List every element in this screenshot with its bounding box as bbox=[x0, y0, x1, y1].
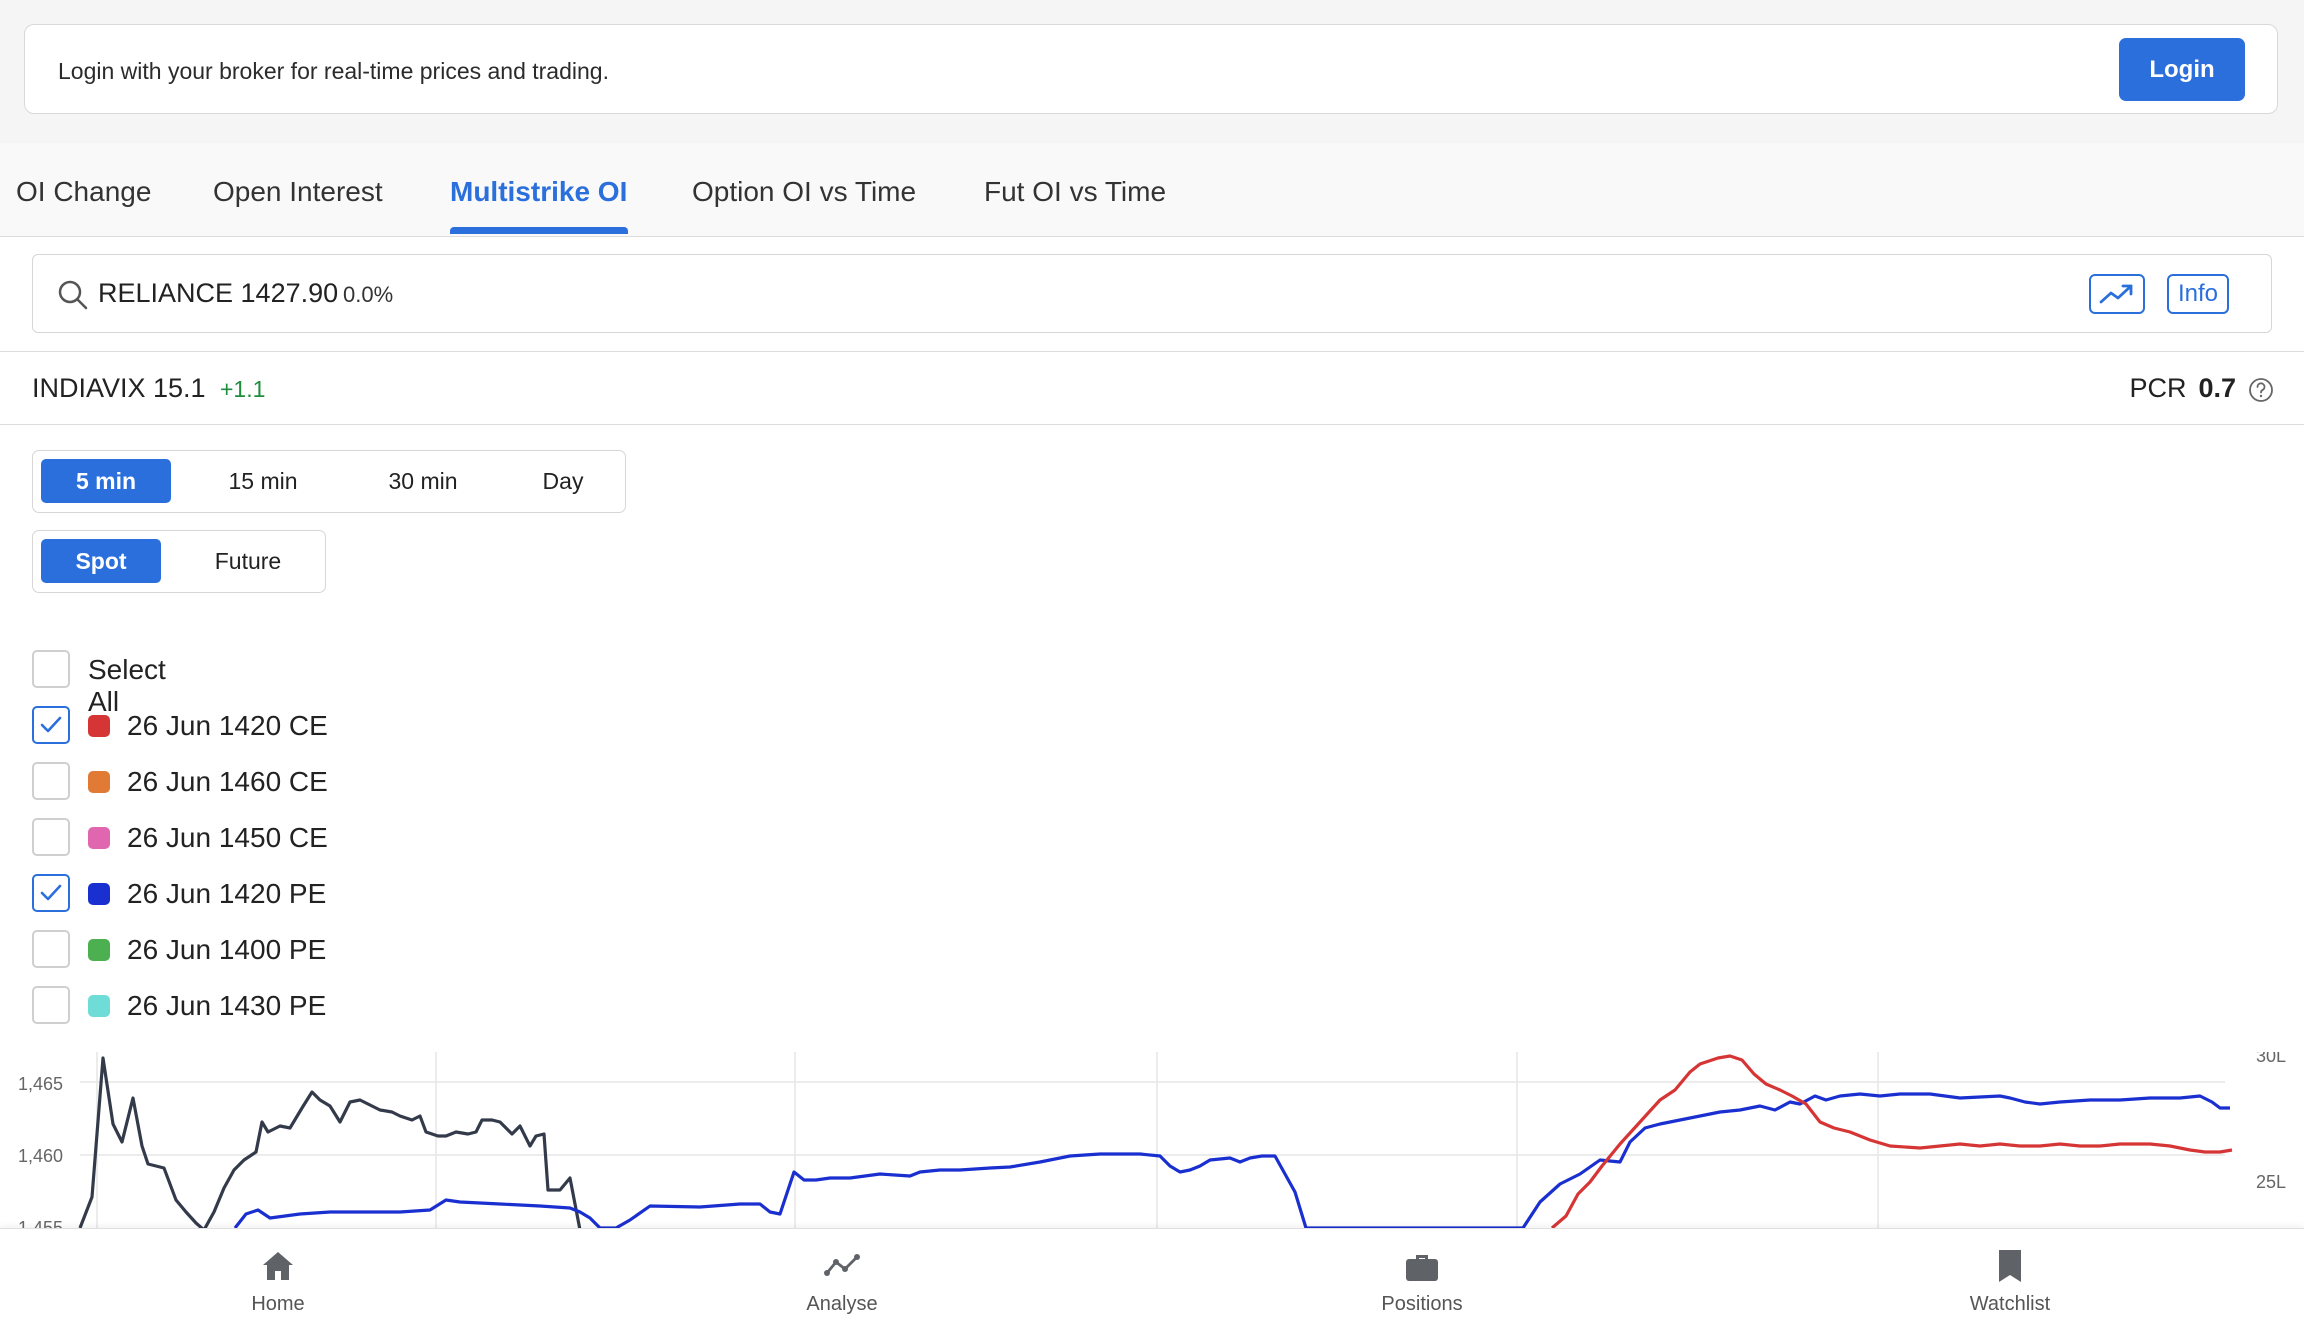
login-banner-message: Login with your broker for real-time pri… bbox=[58, 58, 609, 84]
price-mode-selector: Spot Future bbox=[32, 530, 326, 593]
bottom-navigation: Home Analyse Positions Watchlist bbox=[0, 1228, 2304, 1340]
interval-30min[interactable]: 30 min bbox=[388, 467, 458, 494]
series-color-dot bbox=[88, 771, 110, 793]
left-tick-label: 1,455 bbox=[18, 1218, 63, 1228]
strike-checkbox[interactable] bbox=[32, 874, 70, 912]
chart-button[interactable] bbox=[2089, 274, 2145, 314]
search-icon bbox=[58, 280, 88, 310]
nav-watchlist[interactable]: Watchlist bbox=[1930, 1247, 2090, 1316]
mode-future[interactable]: Future bbox=[214, 547, 282, 574]
underlying-price-line bbox=[78, 1056, 582, 1228]
symbol-search[interactable]: RELIANCE 1427.90 0.0% Info bbox=[32, 254, 2272, 333]
series-line-1420-pe bbox=[233, 1092, 2230, 1228]
interval-selector: 5 min 15 min 30 min Day bbox=[32, 450, 626, 513]
strike-checkbox[interactable] bbox=[32, 986, 70, 1024]
nav-positions-label: Positions bbox=[1381, 1293, 1463, 1315]
strike-label: 26 Jun 1430 PE bbox=[127, 990, 327, 1021]
bookmark-icon bbox=[1999, 1250, 2021, 1282]
chart-svg: 1,465 1,460 1,455 30L 25L bbox=[18, 1052, 2286, 1228]
right-tick-label: 30L bbox=[2256, 1052, 2286, 1066]
check-icon bbox=[40, 716, 62, 733]
nav-analyse[interactable]: Analyse bbox=[762, 1247, 922, 1316]
trending-up-icon bbox=[2099, 284, 2133, 304]
pcr-value: 0.7 bbox=[2198, 373, 2236, 403]
nav-home[interactable]: Home bbox=[198, 1247, 358, 1316]
info-button[interactable]: Info bbox=[2167, 274, 2229, 314]
home-icon bbox=[263, 1252, 293, 1280]
series-color-dot bbox=[88, 995, 110, 1017]
series-line-1420-ce bbox=[1550, 1054, 2233, 1228]
nav-home-label: Home bbox=[251, 1293, 305, 1315]
strike-label: 26 Jun 1420 CE bbox=[127, 710, 328, 741]
series-color-dot bbox=[88, 827, 110, 849]
strike-label: 26 Jun 1400 PE bbox=[127, 934, 327, 965]
pcr-display: PCR 0.7 bbox=[2129, 373, 2236, 404]
left-tick-label: 1,460 bbox=[18, 1146, 63, 1166]
select-all-checkbox[interactable] bbox=[32, 650, 70, 688]
nav-watchlist-label: Watchlist bbox=[1969, 1293, 2051, 1315]
active-tab-indicator bbox=[450, 227, 628, 234]
multistrike-oi-chart: 1,465 1,460 1,455 30L 25L bbox=[0, 1052, 2304, 1228]
strike-checkbox[interactable] bbox=[32, 818, 70, 856]
series-color-dot bbox=[88, 883, 110, 905]
strike-label: 26 Jun 1460 CE bbox=[127, 766, 328, 797]
nav-positions[interactable]: Positions bbox=[1342, 1247, 1502, 1316]
tab-oi-change[interactable]: OI Change bbox=[16, 176, 152, 207]
chart-gridlines bbox=[80, 1052, 2225, 1228]
tab-fut-oi-vs-time[interactable]: Fut OI vs Time bbox=[984, 176, 1167, 207]
login-banner: Login with your broker for real-time pri… bbox=[24, 24, 2278, 114]
login-banner-area: Login with your broker for real-time pri… bbox=[0, 0, 2304, 143]
indiavix-change: +1.1 bbox=[220, 376, 266, 402]
nav-analyse-label: Analyse bbox=[806, 1293, 878, 1315]
vix-pcr-row: INDIAVIX 15.1 +1.1 PCR 0.7 bbox=[0, 351, 2304, 425]
symbol-change: 0.0% bbox=[343, 282, 394, 307]
strike-checkbox[interactable] bbox=[32, 706, 70, 744]
tab-open-interest[interactable]: Open Interest bbox=[213, 176, 383, 207]
right-tick-label: 25L bbox=[2256, 1172, 2286, 1192]
interval-15min[interactable]: 15 min bbox=[228, 467, 298, 494]
mode-spot[interactable]: Spot bbox=[41, 539, 161, 583]
series-color-dot bbox=[88, 715, 110, 737]
strike-checkbox[interactable] bbox=[32, 930, 70, 968]
analyse-icon bbox=[824, 1254, 860, 1276]
check-icon bbox=[40, 884, 62, 901]
indiavix-value: INDIAVIX 15.1 bbox=[32, 373, 206, 403]
symbol-price: RELIANCE 1427.90 bbox=[98, 278, 339, 308]
pcr-label: PCR bbox=[2129, 373, 2187, 403]
login-button[interactable]: Login bbox=[2119, 38, 2245, 101]
interval-5min[interactable]: 5 min bbox=[41, 459, 171, 503]
analysis-tabs: OI Change Open Interest Multistrike OI O… bbox=[0, 143, 2304, 237]
tab-multistrike-oi[interactable]: Multistrike OI bbox=[450, 176, 628, 207]
tab-option-oi-vs-time[interactable]: Option OI vs Time bbox=[692, 176, 917, 207]
select-all-label: Select All bbox=[88, 654, 166, 717]
left-tick-label: 1,465 bbox=[18, 1074, 63, 1094]
strike-checkbox[interactable] bbox=[32, 762, 70, 800]
interval-day[interactable]: Day bbox=[542, 467, 584, 494]
strike-label: 26 Jun 1450 CE bbox=[127, 822, 328, 853]
help-icon[interactable] bbox=[2248, 377, 2274, 403]
briefcase-icon bbox=[1406, 1255, 1438, 1281]
series-color-dot bbox=[88, 939, 110, 961]
strike-label: 26 Jun 1420 PE bbox=[127, 878, 327, 909]
